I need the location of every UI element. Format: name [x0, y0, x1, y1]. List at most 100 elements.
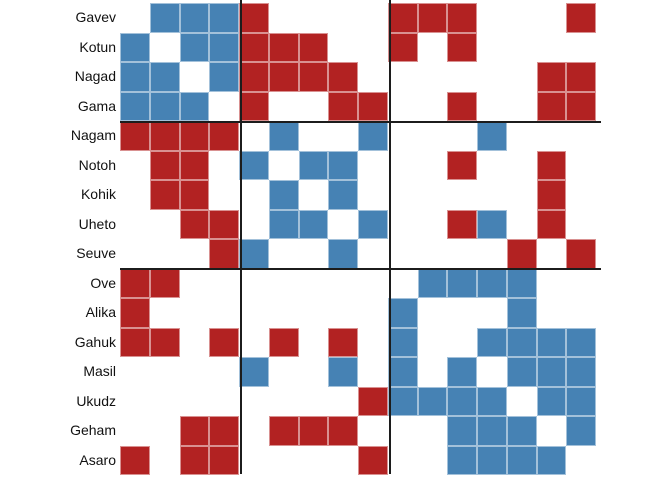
- matrix-cell-r13-c16: [566, 357, 596, 387]
- row-label-gama: Gama: [77, 97, 116, 114]
- matrix-cell-r10-c1: [120, 268, 150, 298]
- matrix-cell-r14-c15: [536, 386, 567, 416]
- matrix-cell-r9-c8: [328, 239, 358, 269]
- matrix-cell-r16-c14: [506, 445, 537, 475]
- matrix-cell-r15-c6: [268, 416, 299, 446]
- matrix-cell-r7-c8: [328, 180, 358, 210]
- matrix-cell-r15-c3: [179, 416, 210, 446]
- matrix-cell-r5-c6: [268, 121, 299, 151]
- matrix-cell-r4-c5: [239, 91, 269, 121]
- matrix-cell-r5-c3: [179, 121, 210, 151]
- matrix-cell-r10-c14: [506, 268, 537, 298]
- matrix-cell-r12-c1: [120, 327, 150, 357]
- matrix-cell-r12-c6: [268, 327, 299, 357]
- matrix-cell-r1-c3: [179, 3, 210, 33]
- matrix-cell-r7-c6: [268, 180, 299, 210]
- matrix-cell-r16-c13: [477, 445, 507, 475]
- matrix-cell-r6-c3: [179, 150, 210, 180]
- matrix-cell-r8-c13: [477, 209, 507, 239]
- matrix-cell-r15-c7: [298, 416, 329, 446]
- matrix-cell-r16-c12: [447, 445, 477, 475]
- matrix-cell-r2-c1: [120, 32, 150, 62]
- matrix-cell-r5-c13: [477, 121, 507, 151]
- matrix-cell-r14-c12: [447, 386, 477, 416]
- matrix-cell-r12-c2: [149, 327, 180, 357]
- matrix-cell-r13-c15: [536, 357, 567, 387]
- matrix-cell-r13-c12: [447, 357, 477, 387]
- matrix-cell-r14-c9: [358, 386, 388, 416]
- matrix-cell-r15-c12: [447, 416, 477, 446]
- matrix-cell-r6-c2: [149, 150, 180, 180]
- matrix-cell-r13-c10: [387, 357, 418, 387]
- row-label-seuve: Seuve: [76, 245, 116, 261]
- matrix-cell-r12-c8: [328, 327, 358, 357]
- row-label-asaro: Asaro: [79, 451, 116, 468]
- matrix-cell-r6-c15: [536, 150, 567, 180]
- matrix-cell-r14-c13: [477, 386, 507, 416]
- matrix-cell-r9-c16: [566, 239, 596, 269]
- matrix-cell-r1-c11: [417, 3, 448, 33]
- matrix-cell-r4-c1: [120, 91, 150, 121]
- row-label-uheto: Uheto: [78, 215, 116, 232]
- matrix-cell-r8-c6: [268, 209, 299, 239]
- row-label-alika: Alika: [85, 304, 116, 320]
- matrix-cell-r4-c15: [536, 91, 567, 121]
- matrix-cell-r5-c2: [149, 121, 180, 151]
- matrix-cell-r1-c12: [447, 3, 477, 33]
- matrix-cell-r5-c4: [209, 121, 239, 151]
- matrix-cell-r16-c15: [536, 445, 567, 475]
- matrix-cell-r13-c8: [328, 357, 358, 387]
- matrix-cell-r1-c2: [149, 3, 180, 33]
- matrix-cell-r3-c6: [268, 62, 299, 92]
- matrix-cell-r2-c6: [268, 32, 299, 62]
- matrix-cell-r14-c16: [566, 386, 596, 416]
- matrix-cell-r8-c9: [358, 209, 388, 239]
- row-label-geham: Geham: [70, 422, 116, 438]
- block-separator-horizontal-1: [120, 120, 601, 123]
- block-separator-horizontal-2: [120, 268, 601, 270]
- matrix-cell-r16-c3: [179, 445, 210, 475]
- matrix-cell-r7-c15: [536, 180, 567, 210]
- matrix-cell-r11-c14: [506, 298, 537, 328]
- matrix-cell-r2-c7: [298, 32, 329, 62]
- matrix-cell-r16-c4: [209, 445, 239, 475]
- matrix-cell-r12-c15: [536, 327, 567, 357]
- matrix-cell-r3-c5: [239, 62, 269, 92]
- row-label-nagad: Nagad: [74, 68, 116, 84]
- matrix-cell-r15-c16: [566, 416, 596, 446]
- row-label-kohik: Kohik: [80, 186, 116, 202]
- matrix-cell-r13-c5: [239, 357, 269, 387]
- matrix-cell-r4-c8: [328, 91, 358, 121]
- matrix-cell-r6-c5: [239, 150, 269, 180]
- matrix-cell-r15-c14: [506, 416, 537, 446]
- matrix-cell-r11-c1: [120, 298, 150, 328]
- matrix-cell-r2-c5: [239, 32, 269, 62]
- row-label-gahuk: Gahuk: [74, 333, 116, 350]
- block-separator-vertical-2: [388, 0, 391, 474]
- matrix-cell-r1-c4: [209, 3, 239, 33]
- matrix-cell-r10-c2: [149, 268, 180, 298]
- block-separator-vertical-1: [240, 0, 242, 474]
- row-label-masil: Masil: [83, 363, 116, 379]
- matrix-cell-r14-c11: [417, 386, 448, 416]
- row-label-gavev: Gavev: [75, 9, 116, 25]
- matrix-cell-r13-c14: [506, 357, 537, 387]
- matrix-cell-r9-c5: [239, 239, 269, 269]
- matrix-cell-r4-c16: [566, 91, 596, 121]
- matrix-cell-r4-c12: [447, 91, 477, 121]
- row-label-ukudz: Ukudz: [76, 392, 116, 409]
- matrix-cell-r2-c3: [179, 32, 210, 62]
- matrix-cell-r15-c8: [328, 416, 358, 446]
- matrix-cell-r12-c16: [566, 327, 596, 357]
- matrix-cell-r10-c11: [417, 268, 448, 298]
- matrix-cell-r4-c9: [358, 91, 388, 121]
- matrix-cell-r9-c14: [506, 239, 537, 269]
- matrix-cell-r5-c9: [358, 121, 388, 151]
- matrix-cell-r11-c10: [387, 298, 418, 328]
- row-label-nagam: Nagam: [70, 127, 116, 143]
- matrix-cell-r16-c9: [358, 445, 388, 475]
- matrix-cell-r3-c8: [328, 62, 358, 92]
- matrix-cell-r8-c12: [447, 209, 477, 239]
- matrix-cell-r1-c16: [566, 3, 596, 33]
- matrix-cell-r3-c4: [209, 62, 239, 92]
